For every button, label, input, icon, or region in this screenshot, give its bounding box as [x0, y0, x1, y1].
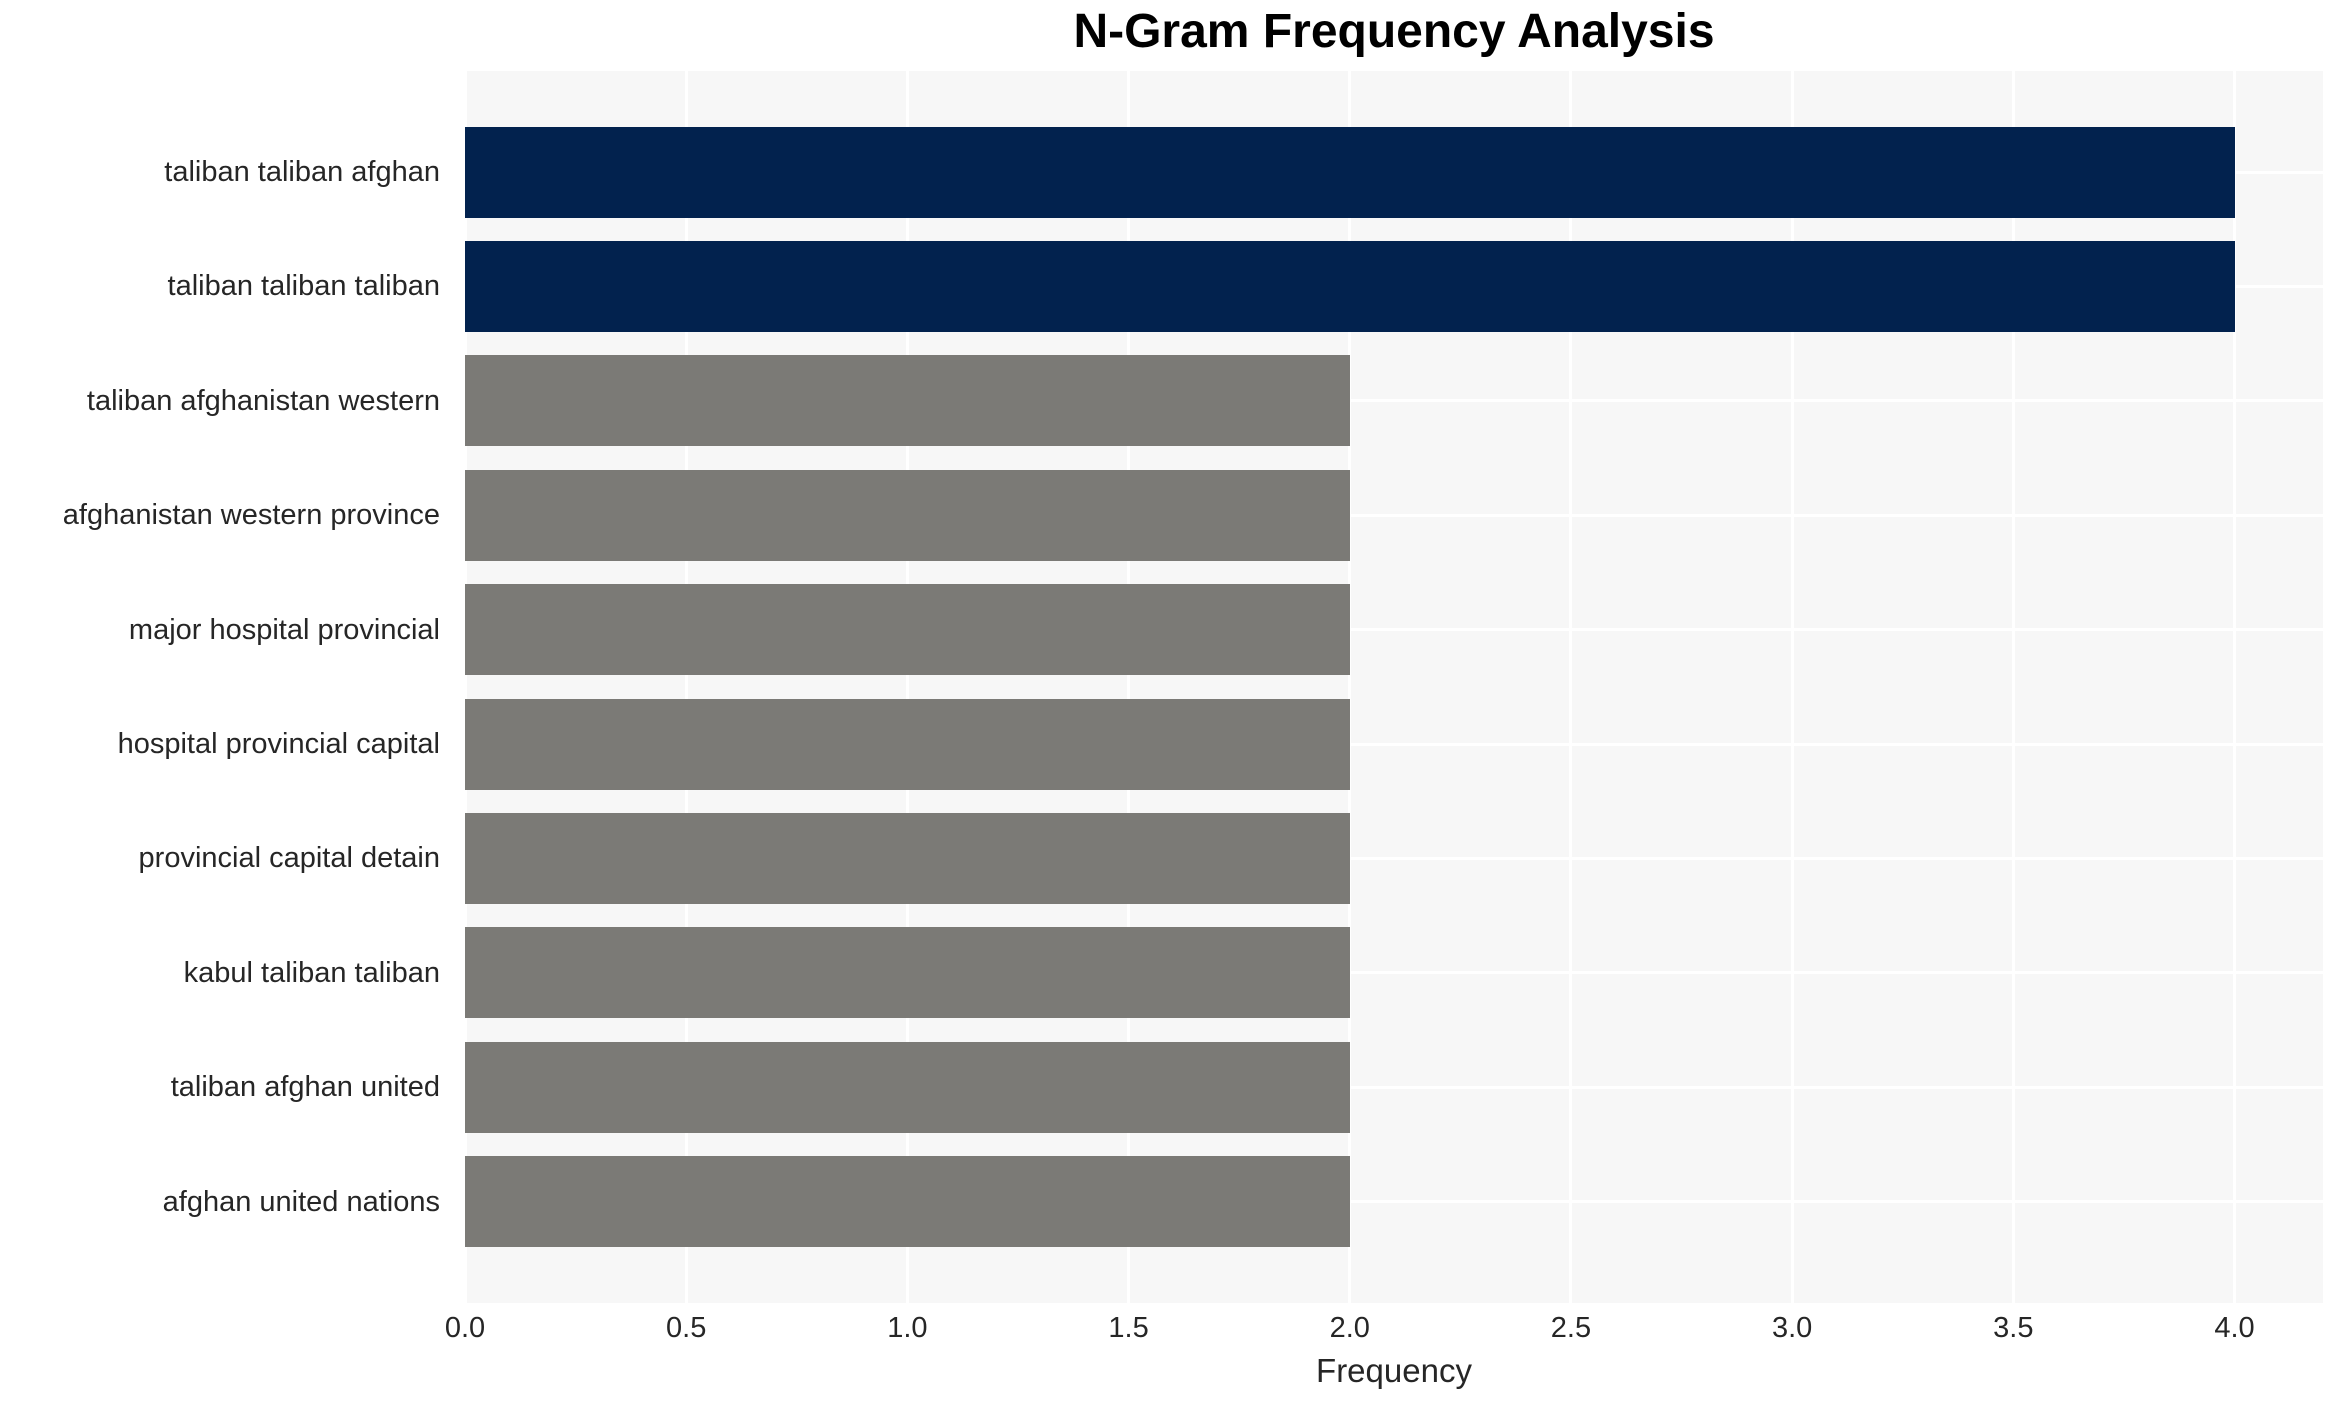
x-tick-label: 3.0 [1771, 1312, 1813, 1344]
plot-area [463, 71, 2323, 1303]
y-tick-label: afghanistan western province [62, 499, 440, 532]
gridline-vertical [2233, 71, 2237, 1303]
bar [465, 584, 1350, 676]
x-axis-tick-labels: 0.0 0.5 1.0 1.5 2.0 2.5 3.0 3.5 4.0 [445, 1312, 2323, 1348]
x-tick-label: 4.0 [2214, 1312, 2255, 1344]
bar [465, 1041, 1350, 1133]
gridline-vertical [1348, 71, 1352, 1303]
y-tick-label: taliban afghan united [170, 1071, 440, 1104]
gridline-horizontal [465, 1200, 2323, 1204]
gridline-vertical [1790, 71, 1794, 1303]
bar [465, 698, 1350, 790]
y-tick-label: provincial capital detain [138, 842, 440, 875]
x-tick-label: 1.0 [887, 1312, 928, 1344]
y-tick-label: hospital provincial capital [117, 728, 440, 760]
x-tick-label: 0.0 [444, 1312, 486, 1344]
gridline-vertical [2011, 71, 2015, 1303]
y-tick-label: taliban taliban afghan [164, 156, 440, 188]
bar [465, 1156, 1350, 1248]
gridline-vertical [463, 71, 467, 1303]
x-tick-label: 2.5 [1550, 1312, 1592, 1344]
x-axis-label: Frequency [1316, 1352, 1472, 1389]
bar [465, 469, 1350, 561]
x-tick-label: 2.0 [1329, 1312, 1370, 1344]
bar [465, 355, 1350, 447]
x-tick-label: 3.5 [1993, 1312, 2034, 1344]
gridline-horizontal [465, 971, 2323, 975]
x-tick-label: 1.5 [1108, 1312, 1149, 1344]
gridline-horizontal [465, 742, 2323, 746]
chart-title: N-Gram Frequency Analysis [1073, 5, 1715, 58]
gridline-vertical [905, 71, 909, 1303]
gridline-horizontal [465, 628, 2323, 632]
gridline-horizontal [465, 1085, 2323, 1089]
y-tick-label: major hospital provincial [128, 613, 440, 646]
bar [465, 812, 1350, 904]
y-axis-tick-labels: taliban taliban afghan taliban taliban ta… [0, 71, 449, 1303]
gridline-vertical [1127, 71, 1131, 1303]
bar [465, 927, 1350, 1019]
gridline-vertical [1569, 71, 1573, 1303]
gridline-horizontal [465, 399, 2323, 403]
gridline-horizontal [465, 856, 2323, 860]
y-tick-label: taliban afghanistan western [86, 384, 440, 417]
y-tick-label: afghan united nations [162, 1185, 440, 1218]
gridline-vertical [684, 71, 688, 1303]
x-tick-label: 0.5 [666, 1312, 707, 1344]
y-tick-label: taliban taliban taliban [167, 270, 440, 303]
bar [465, 240, 2235, 332]
bar [465, 126, 2235, 218]
gridline-horizontal [465, 513, 2323, 517]
y-tick-label: kabul taliban taliban [183, 956, 440, 989]
